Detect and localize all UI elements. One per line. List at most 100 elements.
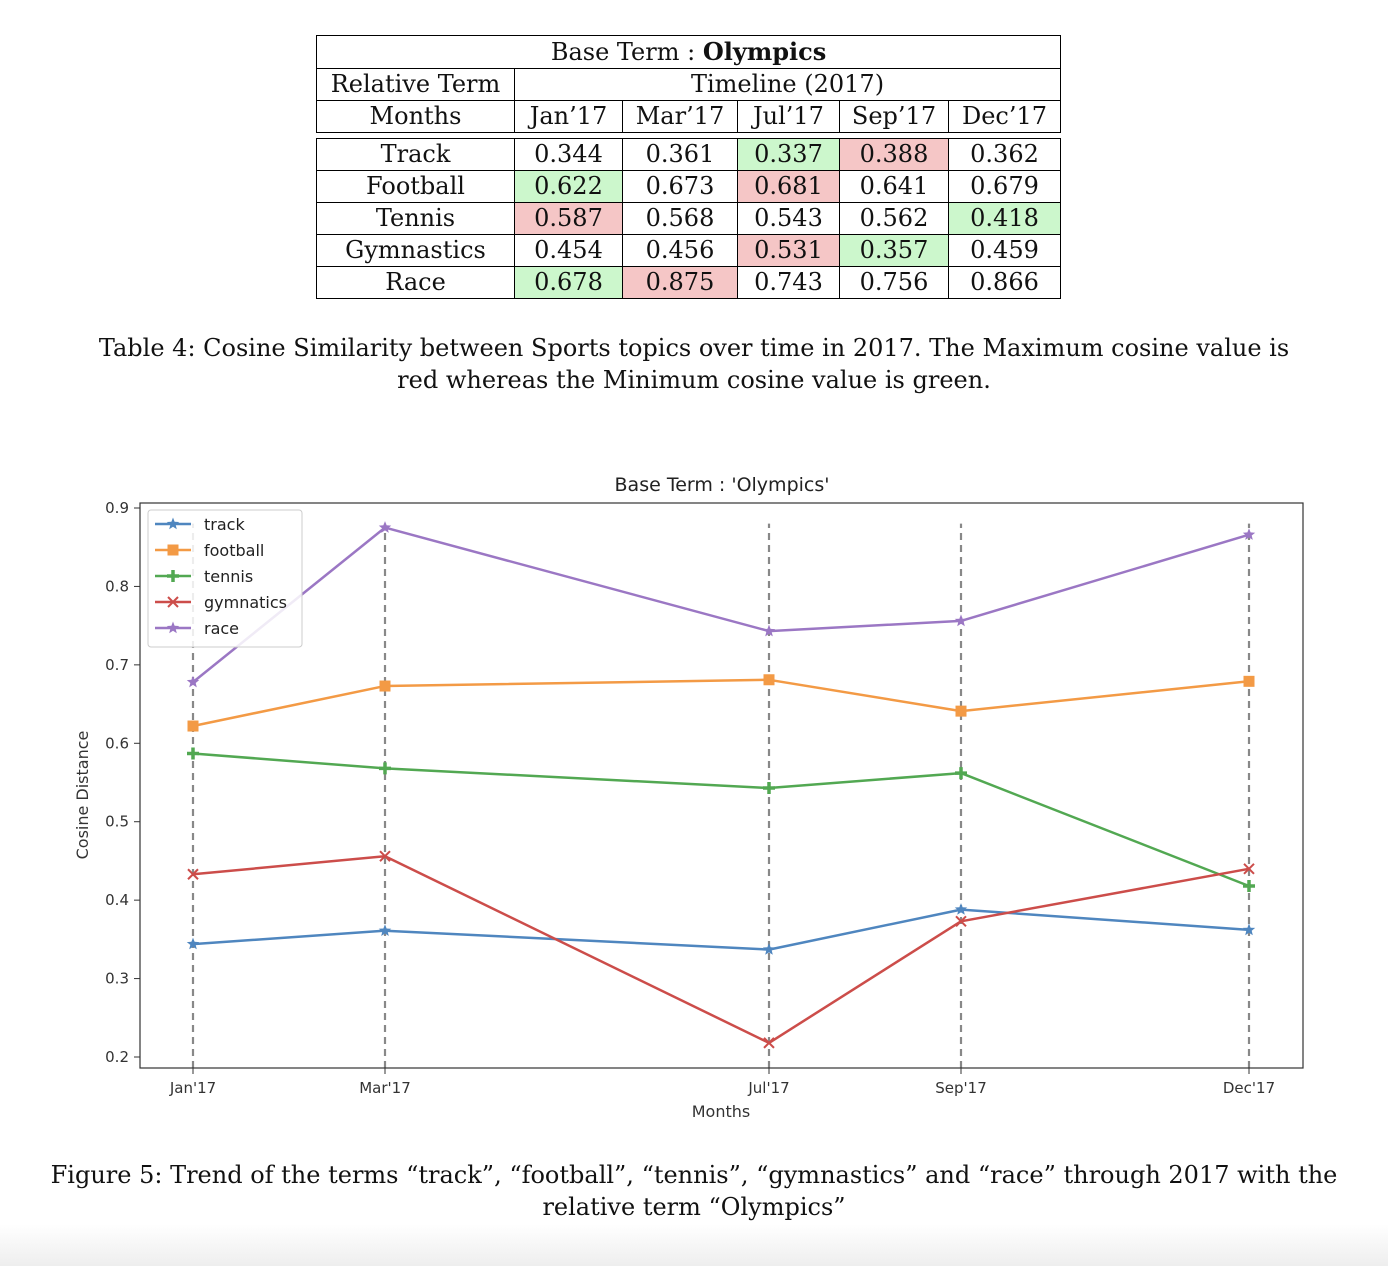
legend: track football tennis gymnatics race	[147, 509, 303, 648]
page-bottom-shadow	[0, 1224, 1388, 1266]
value-cell: 0.679	[947, 170, 1062, 203]
data-point-race	[954, 614, 968, 627]
value-cell: 0.459	[947, 234, 1062, 267]
data-point-race	[762, 624, 776, 637]
legend-marker	[167, 596, 179, 608]
data-point-football	[187, 720, 199, 732]
x-axis: Jan'17 Mar'17 Jul'17 Sep'17 Dec'17	[169, 1068, 1275, 1097]
legend-box	[147, 509, 303, 648]
legend-marker	[167, 570, 179, 582]
row-term: Race	[316, 266, 515, 299]
figure-caption: Figure 5: Trend of the terms “track”, “f…	[50, 1161, 1338, 1221]
data-point-football	[379, 680, 391, 692]
value-cell: 0.681	[737, 170, 840, 203]
data-point-tennis	[1243, 880, 1255, 893]
timeline-header: Timeline (2017)	[513, 68, 1062, 101]
value-cell: 0.562	[839, 202, 949, 235]
table-row: Race 0.678 0.875 0.743 0.756 0.866	[316, 266, 1062, 299]
month-header: Jan’17	[514, 100, 623, 133]
data-point-football	[1243, 675, 1255, 687]
base-term-label: Base Term :	[550, 38, 696, 66]
row-term: Gymnastics	[316, 234, 515, 267]
series-line-tennis	[192, 752, 1250, 888]
data-point-track	[186, 937, 200, 950]
value-cell: 0.568	[622, 202, 738, 235]
data-point-track	[954, 903, 968, 915]
value-cell: 0.357	[839, 234, 949, 267]
x-tick-label: Dec'17	[1223, 1079, 1275, 1097]
legend-marker	[166, 621, 180, 634]
month-header: Sep’17	[839, 100, 949, 133]
table-row: Track 0.344 0.361 0.337 0.388 0.362	[316, 138, 1062, 171]
y-tick-label: 0.4	[105, 891, 129, 909]
dashed-guides	[191, 523, 1251, 1068]
legend-label: race	[204, 619, 239, 638]
value-cell: 0.456	[622, 234, 738, 267]
legend-label: football	[204, 541, 264, 560]
value-cell: 0.543	[737, 202, 840, 235]
data-point-track	[378, 924, 392, 936]
y-tick-label: 0.6	[105, 734, 129, 752]
y-tick-label: 0.7	[105, 656, 129, 674]
value-cell: 0.587	[514, 202, 623, 235]
row-term: Football	[316, 170, 515, 203]
y-tick-label: 0.9	[105, 499, 129, 517]
data-point-tennis	[763, 781, 775, 794]
x-tick-label: Jul'17	[747, 1079, 789, 1097]
value-cell: 0.875	[622, 266, 738, 299]
data-point-gymnatics	[379, 850, 391, 862]
y-axis: 0.2 0.3 0.4 0.5 0.6 0.7 0.8 0.9	[105, 499, 140, 1066]
months-row: Months Jan’17 Mar’17 Jul’17 Sep’17 Dec’1…	[316, 100, 1062, 133]
data-point-gymnatics	[187, 868, 199, 880]
table-row: Gymnastics 0.454 0.456 0.531 0.357 0.459	[316, 234, 1062, 267]
data-point-football	[955, 705, 967, 717]
value-cell: 0.641	[839, 170, 949, 203]
value-cell: 0.531	[737, 234, 840, 267]
table-title-row: Base Term : Olympics	[315, 35, 1062, 69]
x-tick-label: Mar'17	[359, 1079, 411, 1097]
legend-marker	[166, 517, 180, 530]
value-cell: 0.743	[737, 266, 840, 299]
value-cell: 0.362	[947, 138, 1062, 171]
row-term: Tennis	[316, 202, 515, 235]
data-point-football	[763, 674, 775, 686]
series-lines	[186, 521, 1256, 1049]
y-tick-label: 0.5	[105, 813, 129, 831]
cosine-similarity-table: Base Term : Olympics Relative Term Timel…	[315, 35, 1062, 299]
value-cell: 0.673	[622, 170, 738, 203]
data-point-race	[186, 675, 200, 688]
legend-marker	[167, 544, 179, 556]
data-point-track	[762, 943, 776, 955]
legend-label: gymnatics	[204, 593, 287, 612]
x-tick-label: Sep'17	[935, 1079, 986, 1097]
legend-label: tennis	[204, 567, 253, 586]
data-point-tennis	[187, 747, 199, 760]
y-axis-label: Cosine Distance	[73, 731, 92, 860]
table-row: Football 0.622 0.673 0.681 0.641 0.679	[316, 170, 1062, 203]
chart-title: Base Term : 'Olympics'	[615, 474, 830, 496]
month-header: Dec’17	[947, 100, 1062, 133]
table-body: Track 0.344 0.361 0.337 0.388 0.362 Football 0.…	[316, 138, 1062, 299]
line-chart: Base Term : 'Olympics' 0.20.30.40.50.60.…	[73, 474, 1304, 1121]
table-caption: Table 4: Cosine Similarity between Sport…	[98, 334, 1290, 394]
value-cell: 0.344	[514, 138, 623, 171]
data-point-race	[1242, 528, 1256, 540]
base-term: Olympics	[702, 37, 827, 66]
series-line-gymnatics	[192, 854, 1250, 1045]
x-axis-label: Months	[692, 1102, 750, 1121]
plot-frame	[139, 502, 1304, 1069]
month-header: Jul’17	[737, 100, 840, 133]
series-line-track	[192, 908, 1250, 951]
data-point-gymnatics	[763, 1037, 775, 1049]
value-cell: 0.454	[514, 234, 623, 267]
value-cell: 0.418	[947, 202, 1062, 235]
value-cell: 0.756	[839, 266, 949, 299]
data-point-gymnatics	[1243, 863, 1255, 875]
x-tick-label: Jan'17	[169, 1079, 216, 1097]
series-line-race	[192, 526, 1250, 684]
legend-label: track	[204, 515, 245, 534]
table-header-row: Relative Term Timeline (2017)	[316, 68, 1062, 101]
value-cell: 0.361	[622, 138, 738, 171]
data-point-track	[1242, 923, 1256, 936]
data-point-tennis	[379, 762, 391, 775]
